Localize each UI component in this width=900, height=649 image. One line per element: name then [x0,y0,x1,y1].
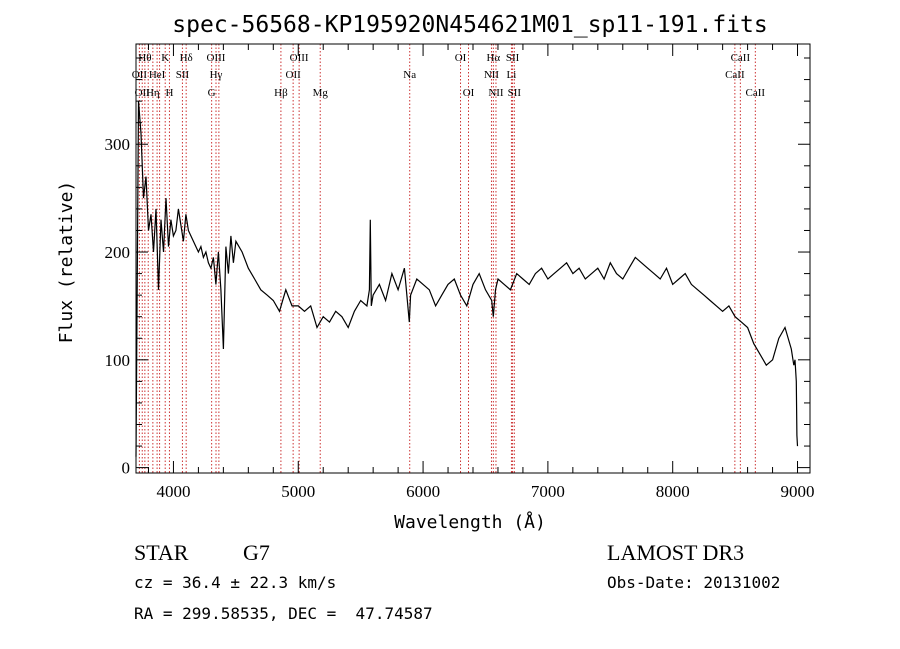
spectral-line-label-19-0: OI [455,52,467,64]
spectral-line-label-8-0: H [165,87,173,99]
y-axis: 0 100 200 300 [105,57,810,478]
x-tick-label: 5000 [281,482,315,501]
spectral-line-label-26-0: SII [508,87,522,99]
spectral-line-label-17-0: Mg [313,87,329,99]
spectral-line-label-9-0: SII [176,69,190,81]
obs-date: Obs-Date: 20131002 [607,573,781,592]
spectral-line-label-25-0: SII [506,52,520,64]
spectral-line-label-20-0: OI [463,87,475,99]
spectral-line-label-18-0: Na [403,69,416,81]
spectral-line-label-14-0: Hβ [274,87,288,99]
y-tick-label: 100 [105,351,131,370]
x-tick-label: 4000 [156,482,190,501]
spectral-line-label-4-0: Hη [146,87,160,99]
spectral-line-labels: OIIOIIHθHηHeIKHSIIHδGOIIIHγHβOIIOIIIMgNa… [132,52,766,99]
x-tick-label: 8000 [656,482,690,501]
spectral-line-label-29-0: CaII [746,87,766,99]
spectral-line-label-27-0: CaII [725,69,745,81]
spectral-line-label-11-0: G [208,87,216,99]
spectral-line-label-12-0: OIII [207,52,226,64]
y-tick-label: 200 [105,243,131,262]
redshift-cz: cz = 36.4 ± 22.3 km/s [134,573,337,592]
spectral-line-label-12-1: Hγ [210,69,223,81]
spectrum-series-line [135,101,799,457]
spectral-line-label-23-0: NII [488,87,504,99]
plot-frame [135,43,811,474]
spectral-line-label-10-0: Hδ [180,52,193,64]
spectral-line-markers [138,44,756,473]
chart-title: spec-56568-KP195920N454621M01_sp11-191.f… [172,12,767,38]
spectral-line-label-21-0: NII [484,69,500,81]
spectral-line-label-22-0: Hα [486,52,500,64]
x-axis: 4000 5000 6000 7000 8000 9000 [147,44,815,501]
x-tick-label: 9000 [781,482,815,501]
survey-name: LAMOST DR3 [607,540,745,565]
object-subclass: G7 [243,540,270,565]
x-axis-label: Wavelength (Å) [394,511,546,533]
spectral-line-label-7-0: K [161,52,169,64]
y-axis-label: Flux (relative) [56,181,77,344]
y-tick-label: 300 [105,135,131,154]
spectral-line-label-28-0: CaII [731,52,751,64]
x-tick-label: 7000 [531,482,565,501]
spectral-line-label-16-0: OIII [290,52,309,64]
y-tick-label: 0 [122,459,131,478]
coordinates: RA = 299.58535, DEC = 47.74587 [134,604,433,623]
spectral-line-label-15-0: OII [286,69,302,81]
spectral-line-label-24-0: Li [507,69,517,81]
object-class: STAR [134,540,189,565]
spectral-line-label-1-0: OII [135,87,151,99]
spectral-line-label-2-0: Hθ [138,52,151,64]
spectral-line-label-5-0: HeI [149,69,166,81]
x-tick-label: 6000 [406,482,440,501]
